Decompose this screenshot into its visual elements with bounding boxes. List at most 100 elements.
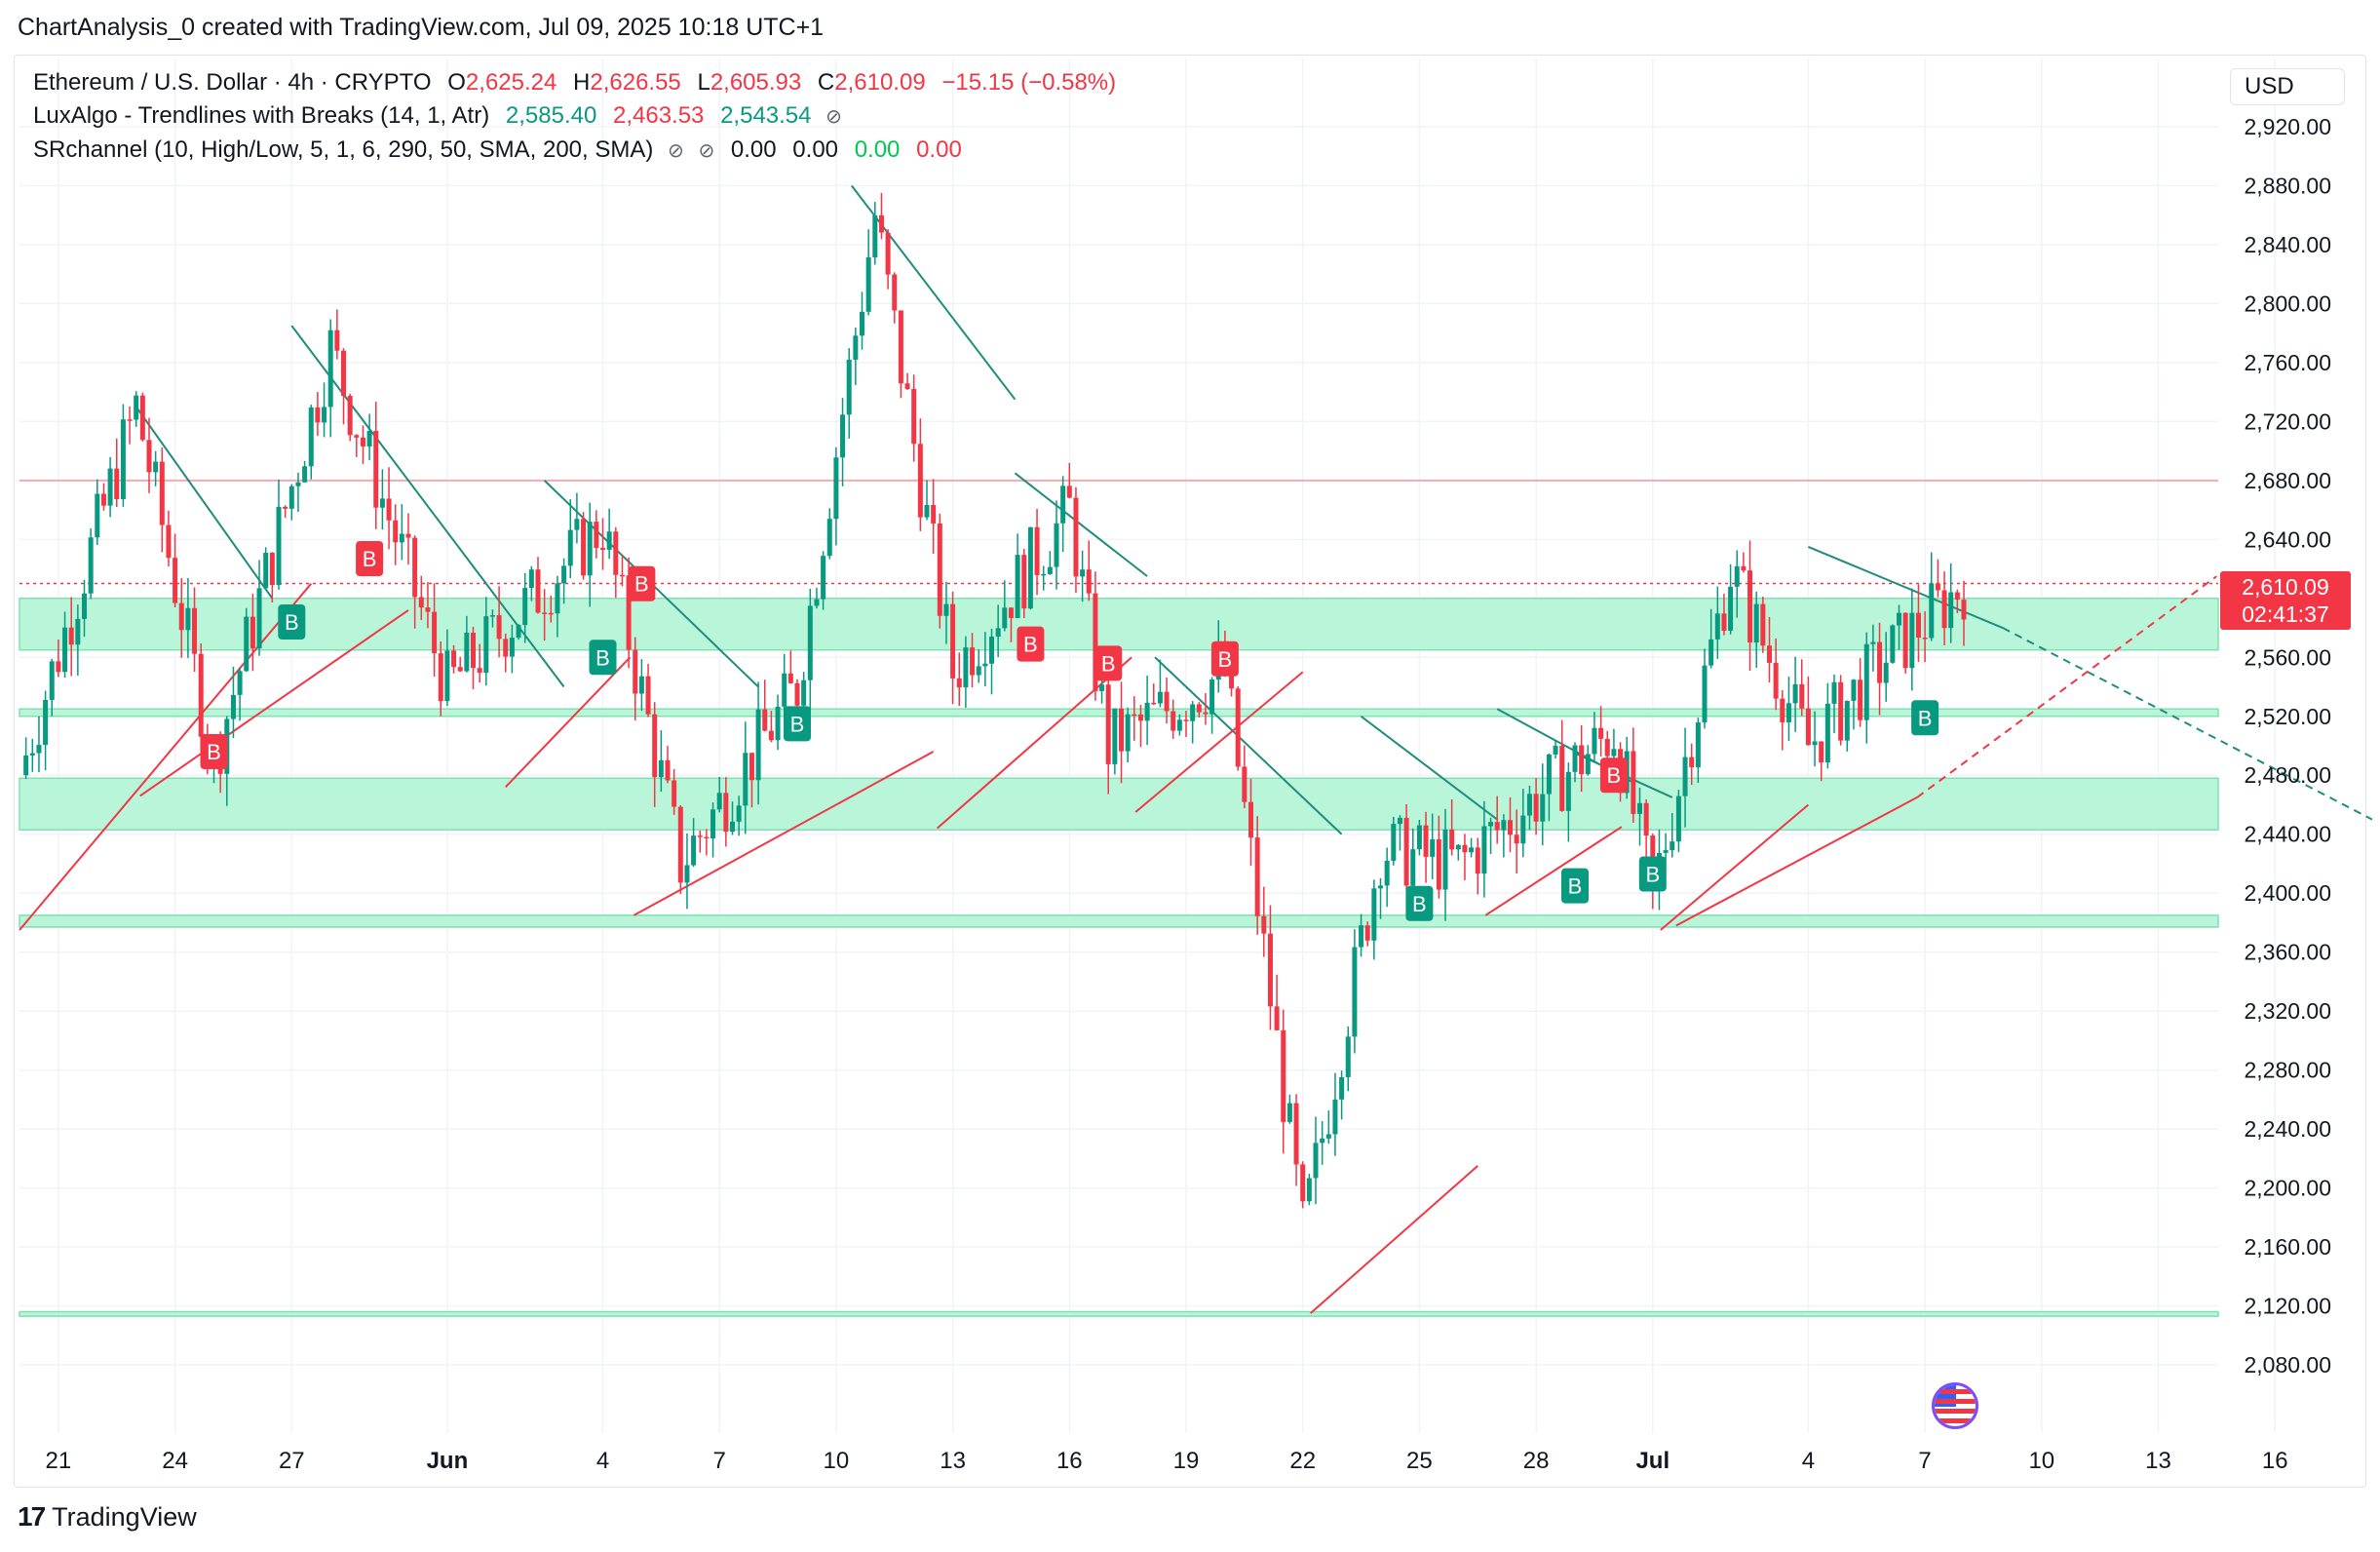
candle-body: [1021, 555, 1027, 609]
candle-body: [75, 618, 81, 645]
candle-body: [373, 431, 379, 508]
signal-badge-label: B: [1607, 763, 1622, 788]
candle-body: [1176, 719, 1182, 731]
signal-badge-buy: B: [1638, 856, 1667, 892]
time-tick-label: 7: [713, 1448, 726, 1474]
candle-body: [1682, 757, 1688, 796]
candle-body: [535, 569, 541, 613]
candle-body: [322, 407, 327, 423]
candle-body: [1391, 824, 1397, 861]
candle-body: [1313, 1143, 1319, 1179]
candle-body: [677, 806, 683, 883]
candle-body: [1364, 925, 1370, 941]
support-trendline: [1134, 671, 1304, 813]
signal-badges: B B B B B B B B B B B B B B: [200, 540, 1939, 921]
candle-body: [931, 504, 937, 524]
candle-body: [1144, 702, 1150, 721]
candle-body: [937, 524, 942, 616]
candle-body: [1514, 834, 1519, 844]
legend-indicator-srchannel[interactable]: SRchannel (10, High/Low, 5, 1, 6, 290, 5…: [33, 134, 1116, 168]
bar-countdown: 02:41:37: [2242, 601, 2329, 627]
candle-body: [1585, 754, 1591, 775]
candle-body: [256, 588, 262, 649]
candle-body: [1002, 607, 1008, 629]
time-tick-label: 10: [2028, 1448, 2054, 1474]
signal-badge-box: [200, 734, 228, 770]
candle-body: [334, 330, 340, 351]
open-value: 2,625.24: [465, 69, 557, 96]
signal-badge-label: B: [1101, 651, 1116, 676]
symbol-name[interactable]: Ethereum / U.S. Dollar · 4h · CRYPTO: [33, 69, 432, 96]
candle-body: [1164, 691, 1170, 712]
signal-badge-box: [278, 604, 306, 640]
candle-body: [1345, 1036, 1351, 1077]
candle-body: [134, 395, 139, 420]
candle-body: [1254, 837, 1260, 916]
candle-body: [496, 615, 502, 640]
indicator-name[interactable]: LuxAlgo - Trendlines with Breaks (14, 1,…: [33, 102, 490, 129]
candle-body: [288, 485, 294, 509]
candle-body: [982, 663, 988, 667]
indicator-name[interactable]: SRchannel (10, High/Low, 5, 1, 6, 290, 5…: [33, 136, 654, 163]
candle-body: [127, 419, 133, 421]
us-flag-icon[interactable]: [1932, 1382, 1978, 1429]
indicator-value-4: 0.00: [916, 136, 962, 163]
candle-body: [1416, 825, 1422, 850]
candle-body: [1183, 719, 1189, 721]
candle-body: [801, 679, 807, 706]
candle-body: [327, 330, 333, 407]
candle-body: [315, 407, 321, 423]
candle-body: [1157, 691, 1163, 704]
candle-body: [1047, 566, 1053, 574]
candle-body: [68, 627, 74, 645]
candle-body: [1929, 583, 1935, 639]
time-tick-label: 27: [279, 1448, 305, 1474]
support-trendline: [1484, 826, 1623, 916]
tradingview-footer[interactable]: 17 TradingView: [18, 1501, 197, 1533]
candle-body: [768, 730, 774, 741]
candle-body: [1792, 683, 1798, 704]
candle-body: [1306, 1178, 1312, 1202]
candle-body: [1941, 590, 1947, 629]
candle-body: [821, 556, 826, 600]
candle-body: [567, 529, 573, 566]
currency-button[interactable]: USD: [2230, 68, 2345, 105]
candle-body: [1229, 672, 1235, 689]
candle-body: [619, 574, 625, 577]
visibility-off-icon[interactable]: ⊘: [698, 140, 715, 162]
candle-body: [1922, 638, 1928, 640]
time-tick-label: 13: [940, 1448, 966, 1474]
open-label: O: [447, 69, 466, 96]
candle-body: [528, 569, 534, 589]
candle-body: [1760, 603, 1766, 646]
support-trendline: [633, 751, 935, 916]
price-tick-label: 2,240.00: [2244, 1116, 2331, 1142]
candle-body: [658, 759, 664, 778]
candle-body: [471, 632, 476, 669]
candle-body: [1785, 703, 1791, 722]
visibility-off-icon[interactable]: ⊘: [825, 106, 842, 128]
price-tick-label: 2,920.00: [2244, 114, 2331, 139]
candle-body: [1066, 485, 1072, 498]
legend-indicator-luxalgo[interactable]: LuxAlgo - Trendlines with Breaks (14, 1,…: [33, 99, 1116, 134]
candle-body: [185, 607, 191, 631]
candle-body: [633, 649, 638, 694]
candle-body: [153, 461, 159, 473]
legend-symbol-row[interactable]: Ethereum / U.S. Dollar · 4h · CRYPTO O2,…: [33, 66, 1116, 99]
signal-badge-box: [1561, 868, 1589, 904]
signal-badge-buy: B: [278, 604, 306, 640]
candle-body: [665, 759, 671, 781]
signal-badge-label: B: [1218, 647, 1233, 672]
candle-body: [860, 311, 864, 336]
support-trendline: [1660, 803, 1810, 931]
signal-badge-sell: B: [1017, 626, 1045, 662]
visibility-off-icon[interactable]: ⊘: [668, 140, 684, 162]
candle-body: [917, 444, 923, 518]
candle-body: [1909, 612, 1915, 669]
candle-body: [1553, 746, 1558, 755]
candle-body: [691, 835, 697, 866]
candle-body: [1293, 1103, 1299, 1165]
candle-body: [1494, 822, 1500, 831]
candle-body: [1559, 746, 1565, 811]
